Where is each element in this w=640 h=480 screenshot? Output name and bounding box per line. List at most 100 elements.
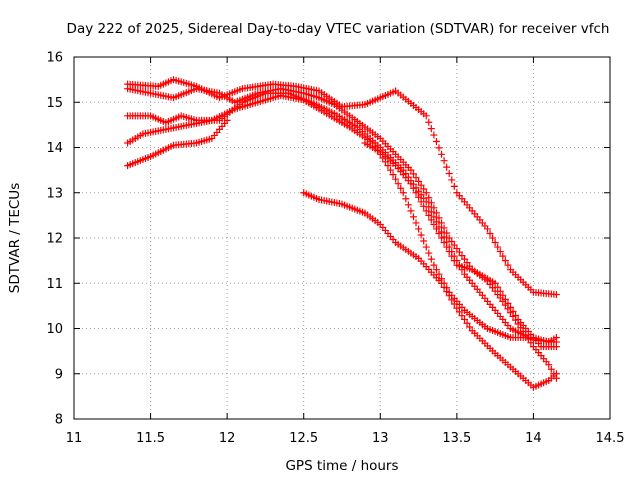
data-point (407, 207, 415, 215)
data-point (402, 195, 410, 203)
data-point (443, 243, 451, 251)
plot-frame (73, 56, 611, 420)
data-point (552, 334, 560, 342)
x-axis-label: GPS time / hours (285, 458, 398, 474)
series-arc-e (124, 116, 231, 170)
x-tick-label: 12 (219, 431, 236, 446)
data-point (435, 229, 443, 237)
x-tick-label: 11 (66, 431, 83, 446)
data-series (124, 76, 560, 391)
data-point (445, 248, 453, 256)
data-point (517, 324, 525, 332)
grid (74, 57, 610, 419)
data-point (440, 224, 448, 232)
data-point (422, 189, 430, 197)
data-point (440, 239, 448, 247)
data-point (519, 328, 527, 336)
y-tick-label: 12 (46, 232, 63, 247)
chart-title: Day 222 of 2025, Sidereal Day-to-day VTE… (67, 21, 610, 37)
y-tick-label: 14 (46, 141, 63, 156)
data-point (501, 257, 509, 265)
data-point (453, 245, 461, 253)
data-point (432, 209, 440, 217)
data-point (440, 157, 448, 165)
data-point (417, 231, 425, 239)
data-point (412, 174, 420, 182)
data-point (512, 316, 520, 324)
data-point (461, 315, 469, 323)
data-point (504, 261, 512, 269)
data-point (435, 214, 443, 222)
data-point (499, 252, 507, 260)
data-point (489, 234, 497, 242)
data-point (491, 239, 499, 247)
x-tick-label: 13.5 (442, 431, 471, 446)
y-tick-label: 11 (46, 277, 63, 292)
data-point (409, 170, 417, 178)
data-point (430, 220, 438, 228)
series-arc-d (124, 91, 560, 346)
series-arc-f (300, 189, 560, 391)
y-tick-label: 9 (55, 367, 63, 382)
y-axis-label: SDTVAR / TECUs (7, 183, 23, 293)
data-point (438, 150, 446, 158)
data-point (458, 252, 466, 260)
data-point (386, 166, 394, 174)
data-point (450, 257, 458, 265)
data-point (445, 170, 453, 178)
data-point (453, 304, 461, 312)
data-point (445, 292, 453, 300)
data-point (494, 243, 502, 251)
x-tick-label: 14.5 (596, 431, 625, 446)
data-point (420, 237, 428, 245)
data-point (448, 296, 456, 304)
data-point (420, 185, 428, 193)
data-point (417, 198, 425, 206)
data-point (552, 374, 560, 382)
data-point (432, 266, 440, 274)
data-point (491, 279, 499, 287)
data-point (415, 193, 423, 201)
x-tick-label: 12.5 (289, 431, 318, 446)
data-point (389, 171, 397, 179)
x-tick-label: 13 (372, 431, 389, 446)
data-point (438, 234, 446, 242)
data-point (458, 312, 466, 320)
x-tick-label: 14 (525, 431, 542, 446)
x-tick-label: 11.5 (136, 431, 165, 446)
y-tick-label: 8 (55, 413, 63, 428)
data-point (417, 181, 425, 189)
data-point (427, 208, 435, 216)
data-point (455, 308, 463, 316)
data-point (425, 249, 433, 257)
data-point (435, 144, 443, 152)
data-point (223, 116, 231, 124)
data-point (552, 291, 560, 299)
data-point (409, 184, 417, 192)
data-point (440, 283, 448, 291)
data-point (399, 189, 407, 197)
data-point (427, 255, 435, 263)
tick-labels: 11 11.5 12 12.5 13 13.5 14 14.5 8 9 10 11 12 13 14 15 16 (46, 51, 624, 447)
data-point (448, 252, 456, 260)
data-point (461, 255, 469, 263)
data-point (415, 177, 423, 185)
data-point (412, 219, 420, 227)
data-point (501, 301, 509, 309)
data-point (514, 320, 522, 328)
data-point (509, 312, 517, 320)
data-point (524, 335, 532, 343)
y-tick-label: 15 (46, 96, 63, 111)
data-point (522, 331, 530, 339)
y-tick-label: 16 (46, 51, 63, 66)
data-point (407, 166, 415, 174)
series-arc-c (124, 89, 560, 346)
data-point (496, 248, 504, 256)
data-point (409, 213, 417, 221)
data-point (504, 305, 512, 313)
data-point (445, 234, 453, 242)
data-point (432, 225, 440, 233)
data-point (545, 361, 553, 369)
data-point (443, 288, 451, 296)
